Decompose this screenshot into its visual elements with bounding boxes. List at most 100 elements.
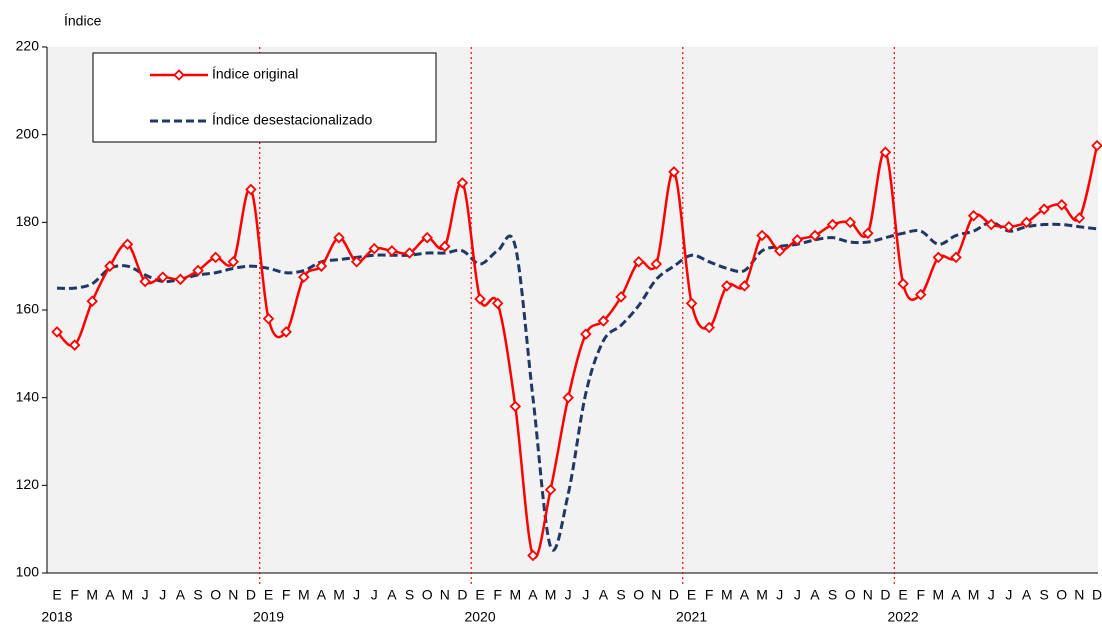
legend-marker	[173, 69, 185, 81]
x-tick-label: M	[756, 587, 768, 603]
marker	[51, 326, 63, 338]
marker	[456, 177, 469, 189]
marker	[844, 216, 856, 229]
year-label: 2020	[464, 609, 495, 625]
marker	[491, 297, 504, 310]
x-tick-label: N	[440, 587, 450, 603]
x-tick-label: A	[105, 587, 115, 603]
year-label: 2021	[676, 609, 707, 625]
legend-label: Índice original	[212, 66, 298, 82]
x-tick-label: F	[705, 587, 714, 603]
marker	[967, 209, 980, 222]
marker	[104, 260, 116, 272]
marker	[632, 256, 645, 268]
marker	[544, 483, 557, 496]
x-tick-label: D	[246, 587, 256, 603]
x-tick-label: A	[951, 587, 961, 603]
marker	[950, 251, 962, 264]
y-tick-label: 120	[16, 476, 40, 492]
marker	[368, 242, 381, 255]
x-tick-label: N	[1074, 587, 1084, 603]
marker	[174, 273, 187, 286]
x-tick-label: M	[298, 587, 310, 603]
x-tick-label: M	[333, 587, 345, 603]
x-tick-label: S	[1039, 587, 1048, 603]
marker	[597, 315, 610, 327]
x-tick-label: J	[582, 587, 589, 603]
marker	[192, 264, 204, 277]
y-tick-label: 160	[16, 301, 40, 317]
marker	[121, 238, 134, 251]
x-tick-label: J	[142, 587, 149, 603]
marker	[209, 251, 222, 264]
x-tick-label: F	[493, 587, 502, 603]
x-tick-label: A	[599, 587, 609, 603]
marker	[86, 295, 99, 308]
marker	[685, 297, 698, 310]
marker	[985, 218, 998, 231]
x-tick-label: O	[422, 587, 433, 603]
x-tick-label: D	[457, 587, 467, 603]
x-tick-label: J	[565, 587, 572, 603]
x-tick-label: N	[863, 587, 873, 603]
x-tick-label: S	[193, 587, 202, 603]
marker	[721, 280, 733, 292]
y-tick-label: 220	[16, 38, 40, 54]
x-tick-label: E	[52, 587, 61, 603]
x-tick-label: J	[1005, 587, 1012, 603]
marker	[227, 256, 240, 268]
marker	[68, 339, 81, 351]
y-tick-label: 140	[16, 388, 40, 404]
y-tick-label: 180	[16, 213, 40, 229]
marker	[298, 271, 310, 283]
x-tick-label: M	[721, 587, 733, 603]
x-tick-label: S	[616, 587, 625, 603]
x-tick-label: M	[545, 587, 557, 603]
x-tick-label: A	[387, 587, 397, 603]
marker	[809, 229, 821, 242]
marker	[139, 275, 151, 288]
marker	[262, 312, 275, 325]
x-tick-label: E	[898, 587, 907, 603]
x-tick-label: S	[405, 587, 414, 603]
marker	[826, 218, 839, 231]
marker	[1055, 199, 1068, 211]
marker	[403, 247, 416, 259]
marker	[615, 291, 627, 303]
marker	[527, 549, 539, 562]
x-tick-label: J	[988, 587, 995, 603]
marker	[562, 391, 574, 404]
marker	[862, 227, 874, 240]
marker	[1020, 216, 1033, 229]
x-tick-label: E	[475, 587, 484, 603]
marker	[703, 321, 715, 334]
x-tick-label: J	[353, 587, 360, 603]
marker	[1091, 139, 1102, 152]
seasonally-adjusted-line	[56, 220, 1098, 552]
marker	[474, 293, 486, 305]
marker	[280, 326, 292, 338]
x-tick-label: A	[1022, 587, 1032, 603]
marker	[1003, 220, 1015, 233]
marker	[421, 231, 433, 244]
y-axis-label: Índice	[64, 13, 102, 29]
marker	[1073, 212, 1086, 224]
marker	[668, 166, 680, 178]
x-tick-label: M	[122, 587, 134, 603]
x-tick-label: A	[740, 587, 750, 603]
legend-label: Índice desestacionalizado	[212, 112, 373, 128]
x-tick-label: J	[371, 587, 378, 603]
marker	[1038, 203, 1050, 215]
marker	[245, 183, 257, 196]
y-tick-label: 100	[16, 564, 40, 580]
marker	[580, 328, 592, 340]
x-tick-label: F	[282, 587, 291, 603]
x-tick-label: S	[828, 587, 837, 603]
marker	[773, 245, 786, 257]
marker	[350, 256, 363, 268]
x-tick-label: M	[968, 587, 980, 603]
x-tick-label: E	[687, 587, 696, 603]
marker	[650, 258, 663, 270]
x-tick-label: M	[86, 587, 98, 603]
x-tick-label: F	[70, 587, 79, 603]
